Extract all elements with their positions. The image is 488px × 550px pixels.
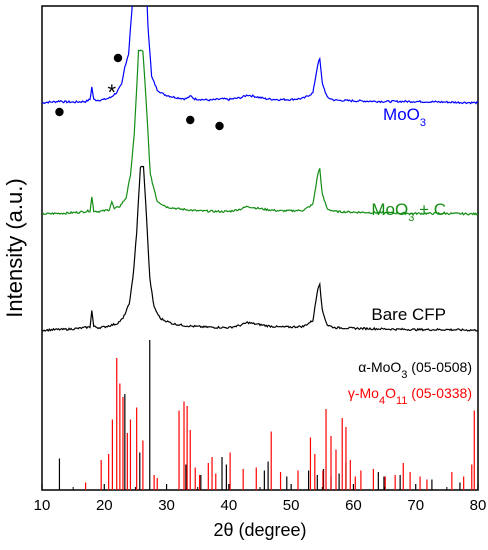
series-curves	[42, 6, 478, 332]
x-tick-label: 70	[407, 497, 424, 514]
x-tick-label: 30	[158, 497, 175, 514]
series-line-1	[42, 49, 478, 216]
peak-marker-star: *	[107, 80, 116, 105]
series-line-0	[42, 6, 478, 105]
plot-frame	[41, 5, 479, 491]
series-labels: MoO3 MoO3 + C Bare CFP α-MoO3 (05-0508) γ-Mo…	[348, 105, 472, 407]
peak-marker-dot	[113, 53, 123, 63]
series-label-bare-cfp: Bare CFP	[371, 305, 446, 324]
x-tick-label: 80	[470, 497, 487, 514]
series-line-2	[42, 165, 478, 332]
x-tick-label: 60	[345, 497, 362, 514]
reference-lines	[58, 340, 475, 490]
peak-marker-dot	[186, 115, 195, 125]
series-label-moo3: MoO3	[383, 105, 426, 129]
ref-label-alpha-moo3: α-MoO3 (05-0508)	[358, 359, 472, 381]
y-axis-title: Intensity (a.u.)	[2, 178, 27, 317]
peak-marker-dot	[215, 121, 224, 131]
x-axis-ticks: 10 20 30 40 50 60 70 80	[34, 484, 487, 514]
x-tick-label: 40	[221, 497, 238, 514]
x-tick-label: 50	[283, 497, 300, 514]
x-tick-label: 20	[96, 497, 113, 514]
ref-label-gamma-mo4o11: γ-Mo4O11 (05-0338)	[348, 385, 472, 407]
peak-marker-dot	[55, 107, 64, 117]
x-axis-title: 2θ (degree)	[213, 520, 306, 540]
x-tick-label: 10	[34, 497, 51, 514]
series-label-moo3-c: MoO3 + C	[371, 200, 446, 224]
peak-markers: *	[55, 53, 224, 131]
